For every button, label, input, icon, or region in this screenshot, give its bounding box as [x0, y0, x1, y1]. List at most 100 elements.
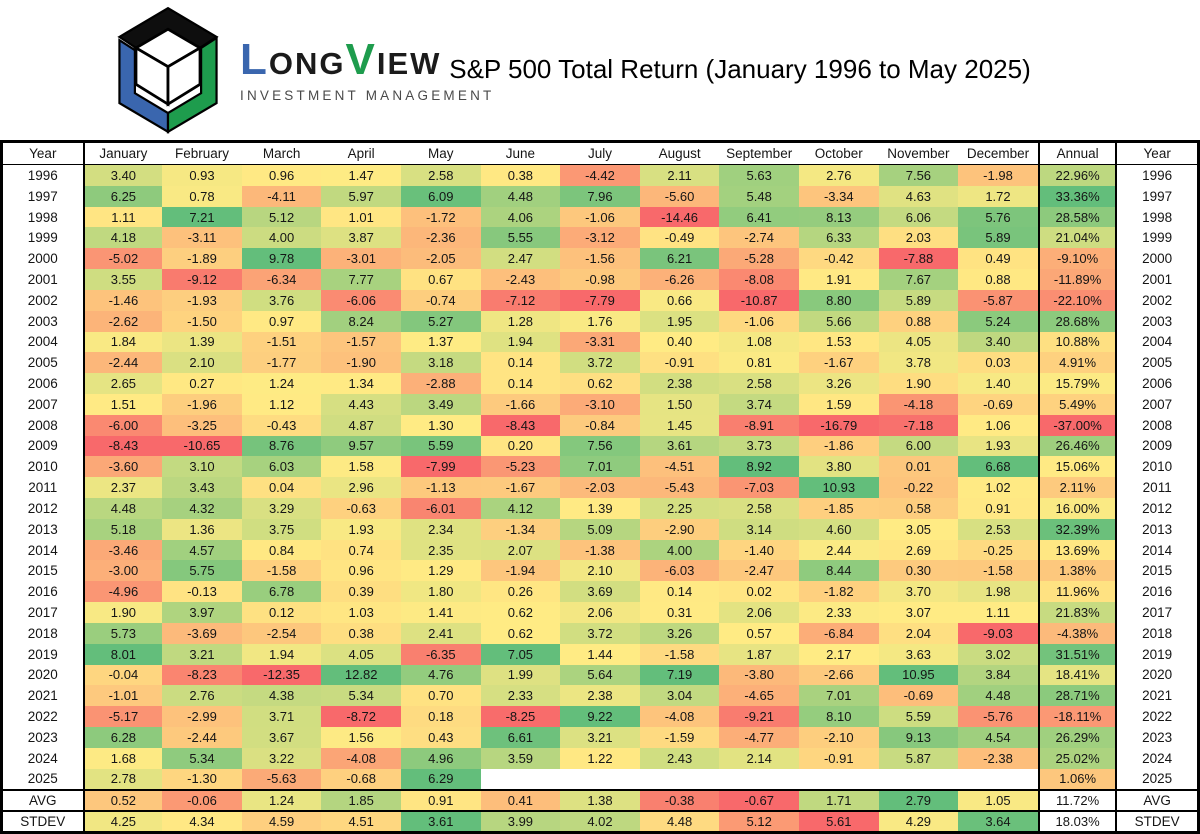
year-cell: 2018	[3, 622, 83, 644]
month-value-cell: 1.44	[560, 643, 640, 665]
month-value-cell: -5.63	[241, 768, 322, 790]
summary-value-cell: -0.67	[719, 789, 799, 811]
month-value-cell: 1.50	[639, 393, 720, 415]
month-value-cell: -2.88	[400, 373, 481, 394]
month-value-cell: 1.87	[719, 643, 799, 665]
month-value-cell: -3.80	[719, 664, 799, 686]
month-value-cell: -1.67	[798, 352, 879, 374]
month-value-cell: 0.67	[400, 269, 481, 290]
month-value-cell: 5.64	[560, 664, 640, 686]
summary-value-cell: 4.51	[321, 810, 401, 831]
column-header-april: April	[321, 143, 401, 165]
month-value-cell: -7.18	[878, 414, 959, 436]
month-value-cell: 0.02	[719, 581, 799, 603]
month-value-cell: 1.41	[400, 602, 481, 623]
year-cell: 2005	[1117, 352, 1197, 374]
month-value-cell: 1.37	[400, 331, 481, 353]
month-value-cell: 0.93	[162, 165, 242, 186]
month-value-cell: -1.66	[480, 393, 561, 415]
column-header-july: July	[560, 143, 640, 165]
month-value-cell: 1.93	[958, 435, 1038, 457]
year-cell: 2005	[3, 352, 83, 374]
column-header-september: September	[719, 143, 799, 165]
month-value-cell: -4.51	[639, 456, 720, 478]
month-value-cell: -3.31	[560, 331, 640, 353]
month-value-cell: 1.01	[321, 206, 401, 228]
year-cell: 2016	[3, 581, 83, 603]
month-value-cell: -0.63	[321, 498, 401, 519]
year-cell: 2008	[1117, 414, 1197, 436]
month-value-cell: 2.06	[560, 602, 640, 623]
month-value-cell: 0.01	[878, 456, 959, 478]
column-header-year: Year	[1117, 143, 1197, 165]
year-cell: 2003	[1117, 310, 1197, 332]
year-cell: 2016	[1117, 581, 1197, 603]
month-value-cell: -2.47	[719, 560, 799, 582]
month-value-cell: -10.65	[162, 435, 242, 457]
year-cell: 2012	[1117, 498, 1197, 519]
month-value-cell: 4.48	[480, 185, 561, 207]
month-value-cell: 2.43	[639, 747, 720, 769]
month-value-cell: -8.43	[480, 414, 561, 436]
month-value-cell: 8.24	[321, 310, 401, 332]
month-value-cell: 8.92	[719, 456, 799, 478]
month-value-cell: 5.66	[798, 310, 879, 332]
month-value-cell: -12.35	[241, 664, 322, 686]
month-value-cell: 0.57	[719, 622, 799, 644]
brand-subtitle: INVESTMENT MANAGEMENT	[240, 88, 495, 103]
month-value-cell: 3.69	[560, 581, 640, 603]
month-value-cell: -3.34	[798, 185, 879, 207]
month-value-cell: -1.06	[560, 206, 640, 228]
brand-text-iew: IEW	[376, 46, 442, 81]
month-value-cell: -0.74	[400, 289, 481, 311]
month-value-cell: 2.41	[400, 622, 481, 644]
month-value-cell: 0.31	[639, 602, 720, 623]
month-value-cell: 2.17	[798, 643, 879, 665]
month-value-cell: 0.20	[480, 435, 561, 457]
month-value-cell: -6.35	[400, 643, 481, 665]
month-value-cell: -5.76	[958, 706, 1038, 727]
annual-value-cell: 16.00%	[1037, 498, 1118, 519]
year-cell: 1998	[1117, 206, 1197, 228]
month-value-cell: -1.85	[798, 498, 879, 519]
month-value-cell: 1.28	[480, 310, 561, 332]
month-value-cell: -5.17	[82, 706, 163, 727]
annual-value-cell: 10.88%	[1037, 331, 1118, 353]
month-value-cell: 2.38	[560, 685, 640, 707]
month-value-cell: -10.87	[719, 289, 799, 311]
month-value-cell: 1.39	[560, 498, 640, 519]
month-value-cell: 2.33	[798, 602, 879, 623]
month-value-cell: 3.07	[878, 602, 959, 623]
summary-annual-cell: 18.03%	[1037, 810, 1118, 831]
month-value-cell: 7.56	[560, 435, 640, 457]
month-value-cell: 12.82	[321, 664, 401, 686]
summary-label-cell: STDEV	[3, 810, 83, 831]
month-value-cell: 0.03	[958, 352, 1038, 374]
month-value-cell: -0.42	[798, 248, 879, 270]
month-value-cell: -0.49	[639, 227, 720, 249]
month-value-cell: 2.03	[878, 227, 959, 249]
month-value-cell: 1.56	[321, 726, 401, 748]
month-value-cell: -4.08	[321, 747, 401, 769]
month-value-cell: -6.01	[400, 498, 481, 519]
month-value-cell: -1.46	[82, 289, 163, 311]
month-value-cell: -9.03	[958, 622, 1038, 644]
year-cell: 1996	[1117, 165, 1197, 186]
column-header-october: October	[798, 143, 879, 165]
year-cell: 2019	[3, 643, 83, 665]
month-value-cell: 3.40	[82, 165, 163, 186]
month-value-cell: 3.80	[798, 456, 879, 478]
month-value-cell: 0.39	[321, 581, 401, 603]
month-value-cell: 5.12	[241, 206, 322, 228]
annual-value-cell: 5.49%	[1037, 393, 1118, 415]
month-value-cell: -5.43	[639, 477, 720, 498]
month-value-cell: 4.00	[639, 539, 720, 561]
month-value-cell: 0.96	[241, 165, 322, 186]
month-value-cell: 1.80	[400, 581, 481, 603]
year-cell: 2010	[3, 456, 83, 478]
month-value-cell: -2.74	[719, 227, 799, 249]
month-value-cell: 3.76	[241, 289, 322, 311]
month-value-cell	[879, 769, 959, 790]
annual-value-cell: -4.38%	[1037, 622, 1118, 644]
month-value-cell: 5.34	[162, 747, 242, 769]
